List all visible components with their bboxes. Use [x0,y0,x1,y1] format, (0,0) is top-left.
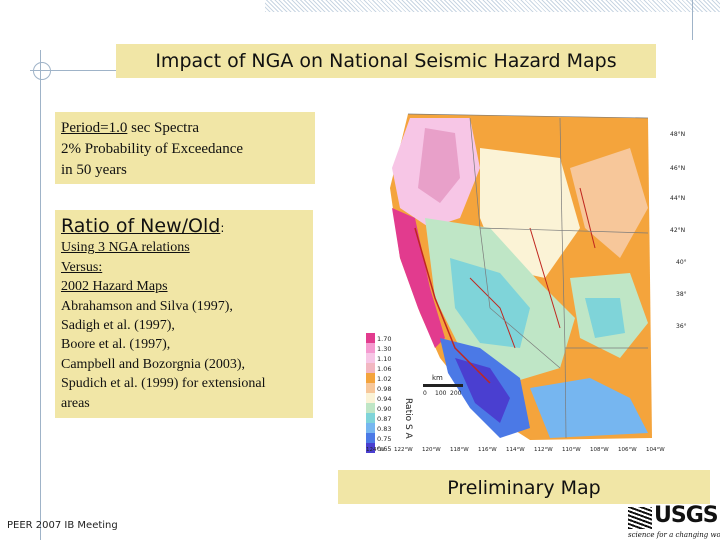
top-pattern-strip [265,0,720,12]
ratio-heading: Ratio of New/Old [61,215,221,237]
legend-value: 1.30 [377,345,391,353]
lon-label: 124°W [366,447,385,453]
guide-line-vertical [40,50,41,540]
usgs-logo: USGS science for a changing world [628,503,720,540]
slide-title: Impact of NGA on National Seismic Hazard… [116,44,656,78]
spectra-box: Period=1.0 sec Spectra 2% Probability of… [55,112,315,184]
legend-value: 1.10 [377,355,391,363]
ratio-line: Versus: [61,259,103,275]
lon-label: 120°W [422,447,441,453]
lon-label: 122°W [394,447,413,453]
lon-label: 112°W [534,447,553,453]
hazard-ratio-map: 1.70 1.30 1.10 1.06 1.02 0.98 0.94 0.90 … [330,108,690,460]
spectra-period: Period=1.0 [61,120,128,136]
lon-label: 104°W [646,447,665,453]
ratio-colon: : [220,221,225,235]
legend-value: 0.90 [377,405,391,413]
spectra-period-rest: sec Spectra [127,120,200,136]
lat-label: 40° [676,259,687,266]
guide-line-horizontal [30,70,118,71]
lat-label: 38° [676,291,687,298]
guide-line-vertical-right [692,0,693,40]
legend-value: 0.87 [377,415,391,423]
ratio-line: Sadigh et al. (1997), [61,318,175,334]
map-legend: 1.70 1.30 1.10 1.06 1.02 0.98 0.94 0.90 … [366,333,463,453]
scale-tick: 100 [435,390,447,397]
lat-label: 48°N [670,131,685,138]
lon-label: 116°W [478,447,497,453]
spectra-probability: 2% Probability of Exceedance [61,141,244,157]
lat-label: 36° [676,323,687,330]
lat-label: 46°N [670,165,685,172]
legend-value: 0.65 [377,445,391,453]
legend-value: 1.06 [377,365,391,373]
ratio-line: Campbell and Bozorgnia (2003), [61,356,246,372]
ratio-line: Boore et al. (1997), [61,337,171,353]
lon-label: 114°W [506,447,525,453]
ratio-line: Abrahamson and Silva (1997), [61,298,233,314]
lon-label: 110°W [562,447,581,453]
latitude-labels: 48°N 46°N 44°N 42°N 40° 38° 36° [670,131,687,330]
legend-value: 0.83 [377,425,391,433]
legend-value: 1.70 [377,335,391,343]
lon-label: 106°W [618,447,637,453]
scale-unit: km [432,374,443,382]
scale-tick: 0 [423,390,427,397]
preliminary-map-label: Preliminary Map [338,470,710,504]
lat-label: 42°N [670,227,685,234]
scale-tick: 200 [450,390,462,397]
longitude-labels: 124°W 122°W 120°W 118°W 116°W 114°W 112°… [366,447,665,453]
usgs-tagline: science for a changing world [628,531,720,539]
footer-text: PEER 2007 IB Meeting [7,520,118,531]
legend-value: 0.75 [377,435,391,443]
ratio-line: Spudich et al. (1999) for extensional [61,376,266,392]
legend-value: 1.02 [377,375,391,383]
ratio-line: 2002 Hazard Maps [61,279,168,295]
legend-value: 0.94 [377,395,391,403]
lon-label: 118°W [450,447,469,453]
ratio-line: areas [61,395,90,411]
guide-circle [33,62,51,80]
ratio-line: Using 3 NGA relations [61,240,190,256]
spectra-years: in 50 years [61,162,127,178]
lat-label: 44°N [670,195,685,202]
usgs-wordmark: USGS [654,503,719,528]
legend-ratio-label: Ratio S A [403,398,413,440]
ratio-box: Ratio of New/Old: Using 3 NGA relations … [55,210,313,418]
legend-value: 0.98 [377,385,391,393]
usgs-wave-icon [628,507,652,529]
lon-label: 108°W [590,447,609,453]
